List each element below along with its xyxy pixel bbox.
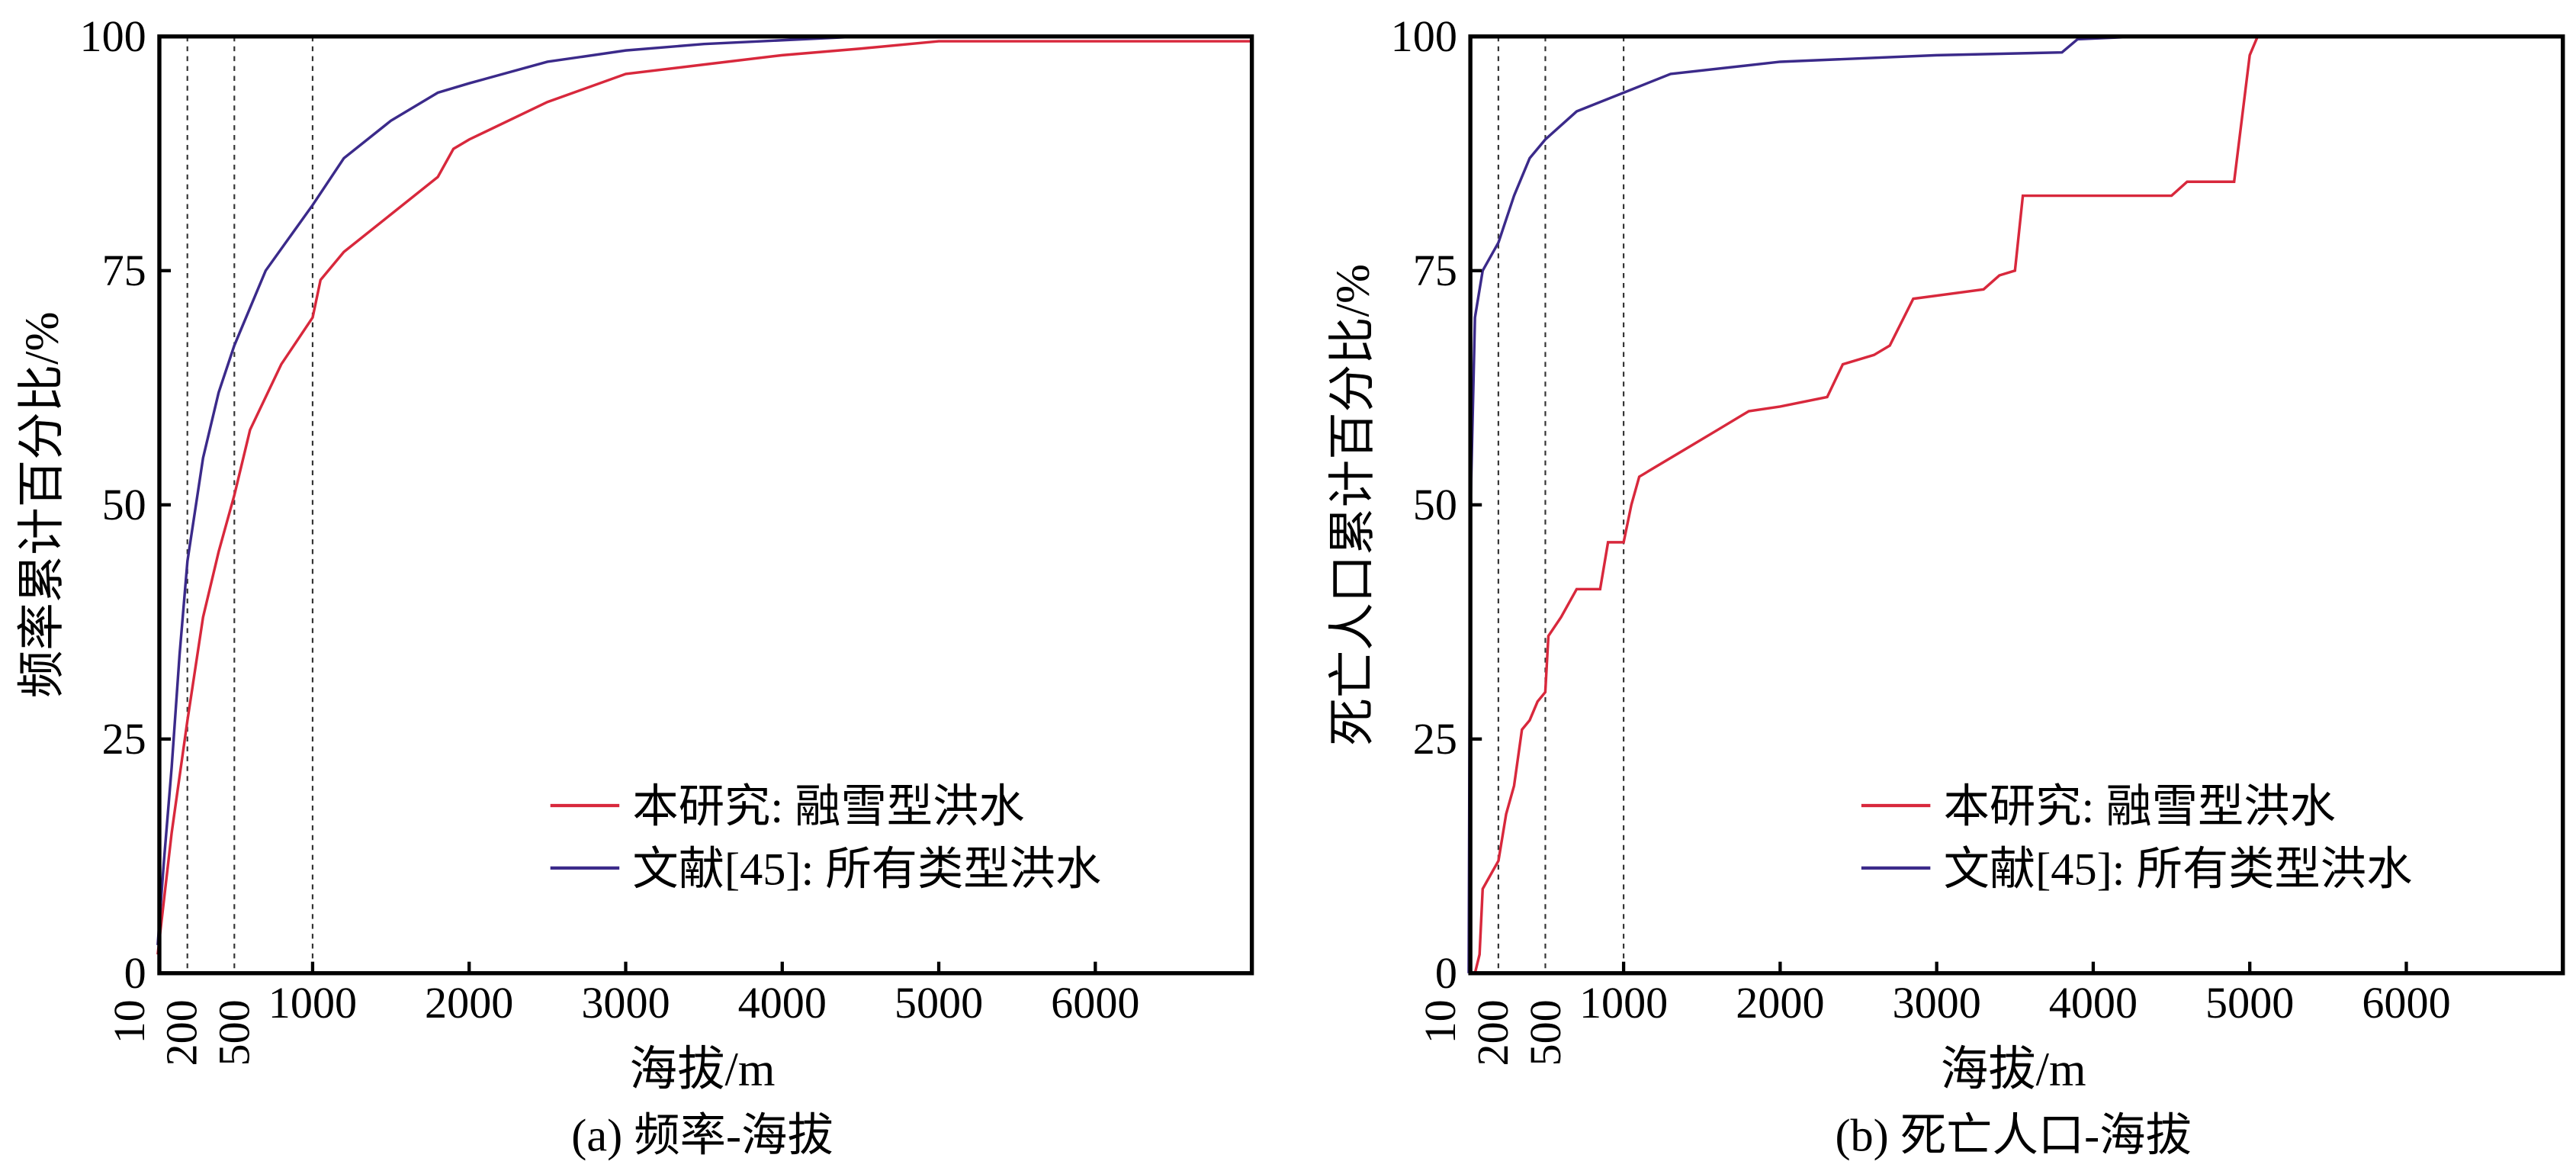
series-line-0 — [156, 40, 1252, 955]
x-tick-label: 5000 — [2205, 978, 2294, 1028]
x-tick-label: 2000 — [1736, 978, 1824, 1028]
chart-panel-b: 0 25 50 75 100 1000 2000 3000 4000 5000 6000 10 200 5… — [1326, 11, 2565, 1161]
y-tick-label: 100 — [1391, 11, 1457, 61]
x-tick-label: 10 — [1415, 999, 1465, 1044]
series-line-1 — [156, 35, 1252, 946]
y-axis-label: 频率累计百分比/% — [14, 311, 68, 698]
x-tick-label: 3000 — [581, 978, 670, 1028]
series-line-1 — [1467, 35, 2563, 973]
y-tick-label: 100 — [80, 11, 146, 61]
panel-caption: (b) 死亡人口-海拔 — [1835, 1110, 2191, 1161]
x-tick-label: 1000 — [268, 978, 357, 1028]
x-tick-label: 200 — [157, 999, 207, 1066]
x-tick-label: 200 — [1468, 999, 1518, 1066]
y-tick-label: 75 — [1413, 246, 1457, 295]
x-tick-label: 2000 — [425, 978, 513, 1028]
x-tick-label: 5000 — [895, 978, 983, 1028]
x-axis-label: 海拔/m — [630, 1042, 776, 1095]
y-tick-label: 75 — [102, 246, 146, 295]
x-tick-label: 1000 — [1579, 978, 1668, 1028]
y-tick-label: 0 — [1435, 948, 1457, 998]
legend-label: 本研究: 融雪型洪水 — [632, 782, 1024, 833]
y-tick-label: 25 — [102, 714, 146, 764]
y-axis-label: 死亡人口累计百分比/% — [1326, 264, 1380, 746]
legend-label: 文献[45]: 所有类型洪水 — [632, 844, 1101, 895]
x-tick-label: 3000 — [1892, 978, 1980, 1028]
legend-label: 本研究: 融雪型洪水 — [1944, 782, 2336, 833]
x-tick-label: 6000 — [1051, 978, 1139, 1028]
y-tick-label: 50 — [1413, 480, 1457, 529]
y-tick-label: 0 — [124, 948, 146, 998]
panel-caption: (a) 频率-海拔 — [571, 1110, 833, 1161]
x-tick-label: 4000 — [738, 978, 827, 1028]
x-tick-label: 4000 — [2049, 978, 2138, 1028]
chart-panel-a: 0 25 50 75 100 1000 2000 3000 4000 5000 6000 10 200 5… — [14, 11, 1254, 1161]
legend-label: 文献[45]: 所有类型洪水 — [1944, 844, 2413, 895]
x-tick-label: 500 — [1521, 999, 1570, 1066]
x-axis-label: 海拔/m — [1941, 1042, 2086, 1095]
x-tick-label: 6000 — [2362, 978, 2450, 1028]
y-tick-label: 50 — [102, 480, 146, 529]
x-tick-label: 10 — [104, 999, 154, 1044]
x-tick-label: 500 — [210, 999, 259, 1066]
series-line-0 — [1473, 35, 2563, 974]
y-tick-label: 25 — [1413, 714, 1457, 764]
